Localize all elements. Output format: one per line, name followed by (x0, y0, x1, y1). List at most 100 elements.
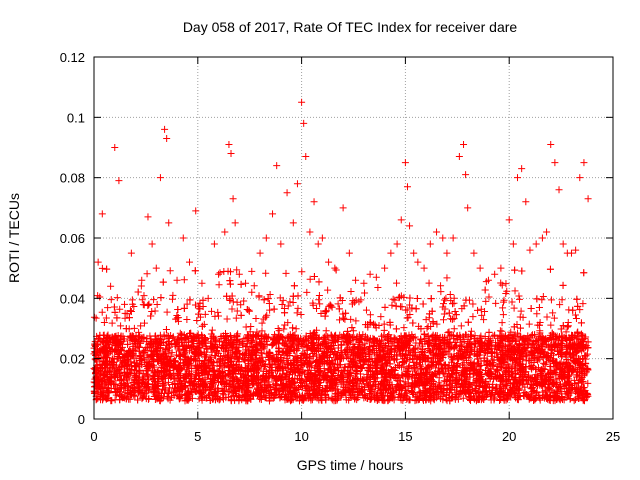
data-point (362, 306, 370, 314)
data-point (539, 292, 547, 300)
data-point (357, 354, 365, 362)
data-point (227, 268, 235, 276)
data-point (398, 303, 406, 311)
data-point (248, 336, 256, 344)
data-point (228, 305, 236, 313)
data-point (499, 298, 507, 306)
data-point (547, 296, 555, 304)
data-point (353, 333, 361, 341)
data-point (258, 349, 266, 357)
grid-lines (94, 57, 613, 419)
data-point (240, 297, 248, 305)
data-point (313, 304, 321, 312)
data-point (112, 381, 120, 389)
data-point (298, 268, 306, 276)
data-point (201, 310, 209, 318)
data-point (292, 325, 300, 333)
data-point (104, 304, 112, 312)
data-point (214, 308, 222, 316)
data-point (440, 310, 448, 318)
data-point (286, 298, 294, 306)
data-point (248, 267, 256, 275)
data-point (140, 348, 148, 356)
data-point (306, 275, 314, 283)
data-point (159, 382, 167, 390)
data-point (533, 310, 541, 318)
data-point (450, 325, 458, 333)
data-point (258, 319, 266, 327)
data-point (489, 332, 497, 340)
data-point (139, 301, 147, 309)
data-point (469, 313, 477, 321)
data-point (191, 301, 199, 309)
data-point (241, 356, 249, 364)
data-point (289, 298, 297, 306)
data-point (441, 305, 449, 313)
data-points (90, 98, 592, 405)
data-point (515, 292, 523, 300)
data-point (223, 315, 231, 323)
data-point (547, 321, 555, 329)
data-point (193, 316, 201, 324)
data-point (315, 291, 323, 299)
data-point (208, 326, 216, 334)
data-point (446, 291, 454, 299)
data-point (309, 301, 317, 309)
data-point (151, 307, 159, 315)
data-point (282, 269, 290, 277)
data-point (510, 304, 518, 312)
data-point (266, 290, 274, 298)
data-point (163, 308, 171, 316)
data-point (281, 321, 289, 329)
data-point (457, 322, 465, 330)
data-point (138, 296, 146, 304)
data-point (303, 288, 311, 296)
data-point (140, 292, 148, 300)
data-point (380, 320, 388, 328)
data-point (324, 286, 332, 294)
data-point (153, 300, 161, 308)
data-point (113, 294, 121, 302)
data-point (266, 306, 274, 314)
data-point (200, 393, 208, 401)
data-point (366, 311, 374, 319)
data-point (166, 267, 174, 275)
data-point (482, 297, 490, 305)
data-point (325, 302, 333, 310)
data-point (389, 295, 397, 303)
data-point (374, 284, 382, 292)
data-point (469, 300, 477, 308)
data-point (117, 322, 125, 330)
data-point (127, 307, 135, 315)
data-point (107, 296, 115, 304)
data-point (361, 391, 369, 399)
data-point (391, 296, 399, 304)
data-point (474, 306, 482, 314)
data-point (427, 357, 435, 365)
data-point (315, 296, 323, 304)
data-point (215, 281, 223, 289)
data-point (396, 293, 404, 301)
data-point (250, 282, 258, 290)
data-point (284, 302, 292, 310)
data-point (558, 296, 566, 304)
data-point (573, 348, 581, 356)
data-point (439, 300, 447, 308)
data-point (437, 288, 445, 296)
data-point (116, 305, 124, 313)
data-point (498, 319, 506, 327)
data-point (393, 279, 401, 287)
data-point (144, 302, 152, 310)
data-point (164, 395, 172, 403)
data-point (220, 359, 228, 367)
data-point (525, 320, 533, 328)
data-point (134, 334, 142, 342)
chart-title: Day 058 of 2017, Rate Of TEC Index for r… (183, 19, 518, 35)
data-point (571, 311, 579, 319)
data-point (148, 308, 156, 316)
data-point (222, 376, 230, 384)
data-point (98, 264, 106, 272)
data-point (499, 304, 507, 312)
data-point (150, 296, 158, 304)
